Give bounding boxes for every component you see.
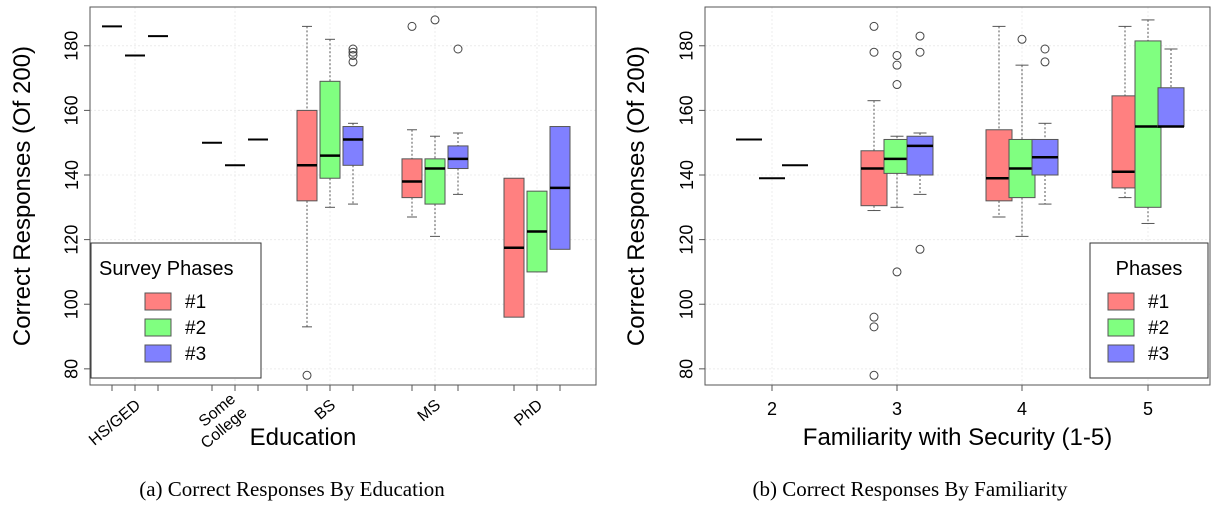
chart-a-legend-label: #1 xyxy=(185,292,206,313)
chart-b-outlier-point xyxy=(892,50,902,60)
chart-a-x-tick-label: MS xyxy=(415,397,444,425)
chart-b-outlier-point xyxy=(869,21,879,31)
chart-a-box xyxy=(296,109,318,202)
chart-a-x-tick-label: BS xyxy=(312,397,339,424)
chart-b-box xyxy=(883,138,911,174)
chart-a-outlier-point xyxy=(407,21,417,31)
chart-a-y-axis-title: Correct Responses (Of 200) xyxy=(9,46,36,346)
chart-b-legend-label: #3 xyxy=(1148,344,1169,365)
chart-b-outlier-point xyxy=(915,47,925,57)
chart-a-x-tick-label: SomeCollege xyxy=(186,391,250,453)
chart-a-plot-frame xyxy=(89,6,597,386)
chart-b-legend-title: Phases xyxy=(1116,258,1183,280)
chart-b-outlier-point xyxy=(1040,57,1050,67)
chart-a-legend-swatch xyxy=(144,318,172,337)
chart-a-legend-label: #2 xyxy=(185,318,206,339)
chart-a-box xyxy=(319,80,341,179)
chart-a-legend-swatch xyxy=(144,292,172,311)
chart-b-y-tick-label: 140 xyxy=(677,160,697,190)
chart-a-y-tick-label: 140 xyxy=(62,160,82,190)
chart-b-box xyxy=(1157,87,1185,128)
chart-b-outlier-point xyxy=(892,80,902,90)
chart-b-outlier-point xyxy=(869,312,879,322)
chart-a-legend-swatch xyxy=(144,344,172,363)
chart-b-y-tick-label: 180 xyxy=(677,31,697,61)
chart-b-x-tick-label: 3 xyxy=(892,399,902,419)
chart-b-outlier-point xyxy=(915,244,925,254)
chart-a-legend-label: #3 xyxy=(185,344,206,365)
chart-a-outlier-point xyxy=(348,57,358,67)
chart-a-caption: (a) Correct Responses By Education xyxy=(139,477,445,501)
chart-b-legend-label: #1 xyxy=(1148,292,1169,313)
chart-a-box xyxy=(342,126,364,166)
chart-b-box xyxy=(985,129,1013,202)
chart-a-outlier-point xyxy=(430,15,440,25)
chart-b-outlier-point xyxy=(869,47,879,57)
chart-a-y-tick-label: 120 xyxy=(62,225,82,255)
chart-a-outlier-point xyxy=(348,47,358,57)
chart-a-legend-title: Survey Phases xyxy=(99,258,234,280)
chart-b-outlier-point xyxy=(915,31,925,41)
chart-a-box xyxy=(447,145,469,170)
chart-b-x-tick-label: 4 xyxy=(1017,399,1027,419)
chart-b-outlier-point xyxy=(869,370,879,380)
chart-a-y-tick-label: 180 xyxy=(62,31,82,61)
chart-a-outlier-point xyxy=(348,44,358,54)
chart-b-y-tick-label: 160 xyxy=(677,95,697,125)
chart-b-legend-label: #2 xyxy=(1148,318,1169,339)
chart-b-legend-swatch xyxy=(1107,344,1135,363)
chart-b-outlier-point xyxy=(1040,44,1050,54)
chart-b-legend-swatch xyxy=(1107,318,1135,337)
chart-b-y-tick-label: 120 xyxy=(677,225,697,255)
chart-a-outlier-point xyxy=(302,370,312,380)
chart-b-box xyxy=(906,135,934,176)
chart-b-plot-frame xyxy=(704,6,1211,386)
chart-b-x-tick-label: 2 xyxy=(767,399,777,419)
chart-a-y-tick-label: 80 xyxy=(62,359,82,379)
chart-b-caption: (b) Correct Responses By Familiarity xyxy=(753,477,1068,501)
chart-a-outlier-point xyxy=(453,44,463,54)
chart-b-box xyxy=(1111,95,1139,189)
chart-a-outlier-point xyxy=(348,50,358,60)
chart-b-box xyxy=(860,150,888,207)
chart-a-y-tick-label: 160 xyxy=(62,95,82,125)
chart-a-box xyxy=(424,158,446,205)
chart-b-outlier-point xyxy=(892,60,902,70)
chart-b-outlier-point xyxy=(1017,34,1027,44)
chart-b-y-axis-title: Correct Responses (Of 200) xyxy=(623,46,650,346)
chart-b-y-tick-label: 80 xyxy=(677,359,697,379)
chart-b-box xyxy=(1134,40,1162,208)
chart-a-legend-box xyxy=(90,242,262,379)
chart-b-legend-swatch xyxy=(1107,292,1135,311)
chart-a-x-tick-label: HS/GED xyxy=(86,397,144,449)
chart-a-y-tick-label: 100 xyxy=(62,289,82,319)
chart-b-x-axis-title: Familiarity with Security (1-5) xyxy=(803,424,1112,451)
chart-a-box xyxy=(401,158,423,199)
chart-b-x-tick-label: 5 xyxy=(1143,399,1153,419)
chart-b-outlier-point xyxy=(892,267,902,277)
chart-a-x-tick-label: PhD xyxy=(511,397,546,430)
chart-a-x-axis-title: Education xyxy=(250,424,357,451)
chart-b-y-tick-label: 100 xyxy=(677,289,697,319)
chart-b-outlier-point xyxy=(869,322,879,332)
